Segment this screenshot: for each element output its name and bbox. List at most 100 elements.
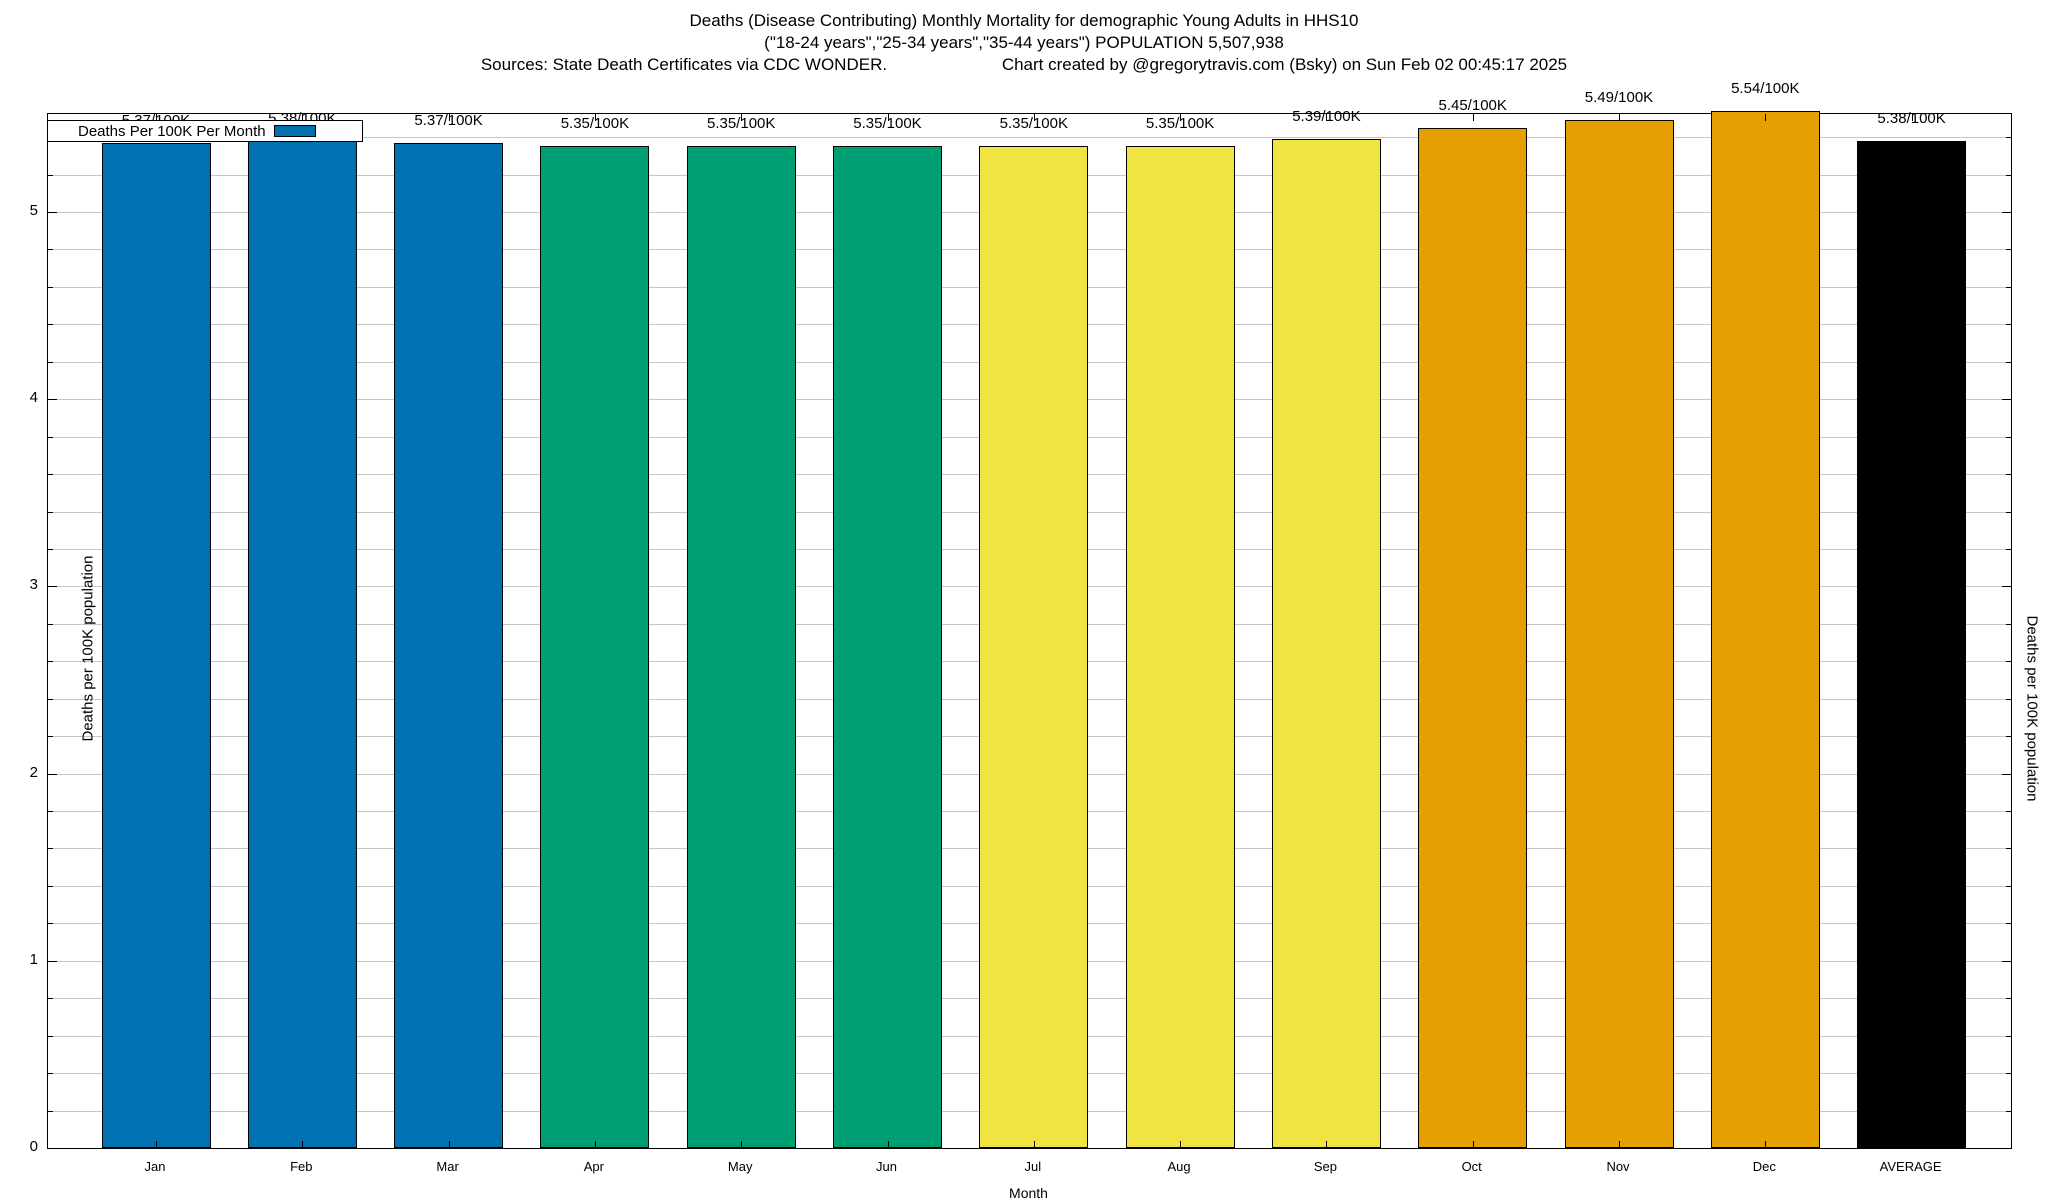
x-tick (1472, 114, 1474, 121)
x-tick (887, 114, 889, 121)
x-tick (1911, 1141, 1913, 1148)
y-tick-label-4: 4 (29, 389, 38, 407)
attribution-note: Chart created by @gregorytravis.com (Bsk… (1001, 55, 1568, 74)
x-tick (302, 1141, 304, 1148)
bar-dec (1710, 110, 1820, 1148)
x-tick (1911, 114, 1913, 121)
y-minor-tick (2006, 848, 2011, 850)
x-tick-label-jun: Jun (876, 1159, 897, 1174)
y-minor-tick (48, 998, 53, 1000)
y-major-tick (2002, 212, 2011, 213)
y-minor-tick (2006, 623, 2011, 625)
bar-sep (1271, 139, 1381, 1148)
y-minor-tick (48, 324, 53, 326)
sources-note: Sources: State Death Certificates via CD… (480, 55, 888, 74)
y-major-tick (2002, 586, 2011, 588)
y-minor-tick (2006, 361, 2011, 363)
x-tick (1765, 1141, 1767, 1148)
bar-mar (394, 142, 504, 1148)
bar-aug (1125, 146, 1235, 1148)
x-tick (1765, 114, 1767, 121)
y-minor-tick (2006, 249, 2011, 251)
x-tick-label-jul: Jul (1024, 1159, 1042, 1174)
x-tick-label-may: May (727, 1159, 753, 1174)
y-minor-tick (48, 623, 53, 625)
y-minor-tick (2006, 998, 2011, 1000)
plot-area: 5.37/100K5.38/100K5.37/100K5.35/100K5.35… (47, 80, 2012, 1149)
bar-jun (833, 146, 942, 1148)
y-axis-title-left: Deaths per 100K population (79, 555, 97, 742)
y-minor-tick (48, 1035, 53, 1037)
bar-value-label-jun: 5.35/100K (853, 115, 922, 133)
chart-title-line1: Deaths (Disease Contributing) Monthly Mo… (689, 11, 1359, 30)
y-major-tick (2002, 1148, 2011, 1149)
y-major-tick (48, 960, 57, 962)
y-minor-tick (2006, 1073, 2011, 1075)
y-minor-tick (2006, 436, 2011, 438)
x-tick (1619, 1141, 1620, 1148)
x-tick (1326, 1141, 1328, 1148)
y-minor-tick (48, 286, 53, 288)
legend-box: Deaths Per 100K Per Month (47, 120, 363, 142)
y-minor-tick (2006, 661, 2011, 663)
y-major-tick (48, 212, 57, 213)
y-minor-tick (2006, 698, 2011, 700)
x-tick (448, 114, 450, 121)
x-tick (302, 114, 304, 121)
y-major-tick (2002, 399, 2011, 401)
y-minor-tick (2006, 286, 2011, 288)
x-tick (887, 1141, 889, 1148)
y-minor-tick (48, 811, 53, 813)
x-tick (1033, 1141, 1035, 1148)
y-minor-tick (2006, 1110, 2011, 1112)
x-tick-label-oct: Oct (1461, 1159, 1482, 1174)
bar-average (1857, 140, 1967, 1148)
chart-title-line2: ("18-24 years","25-34 years","35-44 year… (764, 33, 1284, 52)
x-tick (1033, 114, 1035, 121)
x-tick-label-feb: Feb (290, 1159, 313, 1174)
x-tick (594, 1141, 596, 1148)
y-minor-tick (48, 474, 53, 476)
chart-title-block: Deaths (Disease Contributing) Monthly Mo… (0, 10, 2048, 76)
x-tick (1619, 114, 1620, 121)
y-minor-tick (2006, 1035, 2011, 1037)
y-tick-label-2: 2 (29, 763, 38, 781)
y-tick-label-0: 0 (29, 1138, 38, 1155)
y-minor-tick (48, 548, 53, 550)
x-tick-label-dec: Dec (1752, 1159, 1776, 1174)
legend-label: Deaths Per 100K Per Month (78, 122, 266, 140)
y-minor-tick (2006, 736, 2011, 738)
y-minor-tick (2006, 923, 2011, 925)
x-tick-label-average: AVERAGE (1879, 1159, 1942, 1174)
x-tick-label-jan: Jan (144, 1159, 166, 1174)
bar-value-label-jul: 5.35/100K (999, 115, 1068, 133)
bar-may (686, 146, 796, 1148)
x-tick-label-aug: Aug (1167, 1159, 1191, 1174)
x-tick (594, 114, 596, 121)
x-tick-label-sep: Sep (1313, 1159, 1337, 1174)
y-minor-tick (48, 361, 53, 363)
y-minor-tick (48, 885, 53, 887)
x-tick (448, 1141, 450, 1148)
y-tick-label-5: 5 (29, 202, 38, 219)
y-major-tick (2002, 773, 2011, 775)
y-minor-tick (2006, 137, 2011, 139)
x-tick-label-nov: Nov (1606, 1159, 1630, 1174)
x-tick (1326, 114, 1328, 121)
bar-apr (540, 146, 650, 1148)
y-minor-tick (48, 848, 53, 850)
x-axis-title: Month (1009, 1185, 1048, 1201)
y-minor-tick (48, 1073, 53, 1075)
y-major-tick (48, 399, 57, 401)
y-minor-tick (2006, 811, 2011, 813)
y-minor-tick (48, 249, 53, 251)
x-tick (1472, 1141, 1474, 1148)
bar-jan (101, 142, 211, 1148)
x-tick-label-mar: Mar (436, 1159, 459, 1174)
y-minor-tick (48, 436, 53, 438)
y-minor-tick (48, 1110, 53, 1112)
bar-oct (1418, 127, 1528, 1148)
legend-swatch-icon (273, 125, 316, 137)
bar-value-label-oct: 5.45/100K (1438, 96, 1507, 114)
bar-value-label-apr: 5.35/100K (560, 115, 630, 133)
